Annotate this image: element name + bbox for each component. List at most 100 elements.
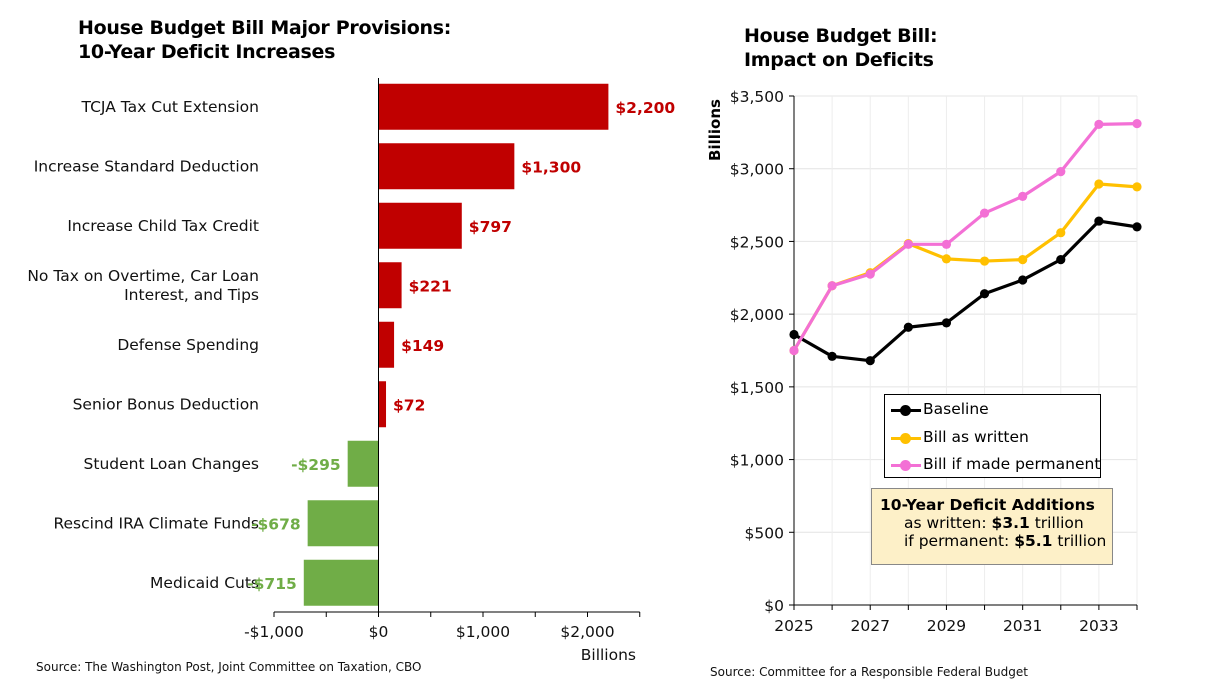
line-chart-source: Source: Committee for a Responsible Fede…: [710, 665, 1028, 679]
bar-chart: -$1,000 $0 $1,000 $2,000 Billions TCJA Tax Cu…: [27, 78, 675, 664]
y-tick-label: $3,000: [730, 161, 784, 179]
series-line-baseline: [793, 219, 1138, 363]
bar-student-loan-changes: [347, 440, 379, 487]
x-tick-label: $1,000: [456, 623, 510, 641]
x-axis-title: Billions: [581, 646, 636, 664]
legend-label-baseline: Baseline: [923, 400, 989, 418]
data-point-baseline: [1094, 216, 1104, 226]
line-chart: $0 $500 $1,000 $1,500 $2,000 $2,500 $3,000 $3,5…: [706, 88, 1142, 635]
x-tick-label: -$1,000: [244, 623, 304, 641]
x-tick-label: 2031: [1003, 617, 1042, 635]
value-label-tcja-tax-cut-extension: $2,200: [615, 99, 675, 117]
note-as-written-suffix: trillion: [1029, 514, 1084, 532]
legend-label-bill-as-written: Bill as written: [923, 428, 1029, 446]
data-point-bill-as-written: [1094, 179, 1104, 189]
data-point-bill-as-written: [1056, 228, 1066, 238]
category-label-senior-bonus-deduction: Senior Bonus Deduction: [73, 395, 259, 413]
data-point-bill-if-made-permanent: [941, 239, 952, 249]
note-if-permanent-value: $5.1: [1014, 532, 1053, 550]
bar-medicaid-cuts: [303, 559, 379, 606]
category-label-defense-spending: Defense Spending: [117, 336, 259, 354]
legend-marker-baseline: [900, 405, 911, 416]
value-label-medicaid-cuts: -$715: [247, 575, 297, 593]
bar-no-tax-on-overtime-car-loan-interest-and-tips: [378, 262, 402, 309]
y-tick-label: $1,500: [730, 379, 784, 397]
note-if-permanent: if permanent: $5.1 trillion: [904, 532, 1106, 550]
legend-item-bill-if-permanent: Bill if made permanent: [885, 453, 1100, 477]
category-label-no-tax-on-overtime-car-loan-interest-and-tips: No Tax on Overtime, Car Loan: [27, 267, 259, 285]
value-label-no-tax-on-overtime-car-loan-interest-and-tips: $221: [409, 277, 452, 295]
y-tick-label: $500: [745, 524, 784, 542]
note-if-permanent-prefix: if permanent:: [904, 532, 1015, 550]
category-label-increase-child-tax-credit: Increase Child Tax Credit: [67, 217, 259, 235]
value-label-senior-bonus-deduction: $72: [393, 396, 425, 414]
value-label-increase-child-tax-credit: $797: [469, 218, 512, 236]
data-point-bill-as-written: [941, 254, 952, 264]
data-point-bill-as-written: [1018, 255, 1028, 265]
bar-tcja-tax-cut-extension: [378, 83, 609, 130]
line-chart-title: House Budget Bill: Impact on Deficits: [744, 24, 938, 72]
series-line-bill-as-written: [792, 182, 1138, 352]
y-axis-title: Billions: [706, 99, 724, 161]
bar-increase-child-tax-credit: [378, 202, 462, 249]
note-heading: 10-Year Deficit Additions: [880, 496, 1095, 514]
data-point-baseline: [789, 329, 799, 340]
note-as-written: as written: $3.1 trillion: [904, 514, 1084, 532]
bar-chart-title: House Budget Bill Major Provisions: 10-Y…: [78, 16, 451, 64]
data-point-bill-if-made-permanent: [903, 239, 913, 249]
note-if-permanent-suffix: trillion: [1052, 532, 1107, 550]
bar-rescind-ira-climate-funds: [307, 500, 379, 547]
line-chart-legend: Baseline Bill as written Bill if made pe…: [884, 394, 1101, 478]
x-tick-label: 2033: [1079, 617, 1118, 635]
value-label-increase-standard-deduction: $1,300: [521, 158, 581, 176]
data-point-bill-if-made-permanent: [1056, 167, 1066, 177]
data-point-bill-if-made-permanent: [789, 345, 799, 356]
note-as-written-prefix: as written:: [904, 514, 992, 532]
y-tick-label: $0: [764, 597, 784, 615]
bar-chart-title-line1: House Budget Bill Major Provisions:: [78, 17, 452, 39]
data-point-bill-if-made-permanent: [827, 281, 837, 291]
x-tick-label: 2025: [774, 617, 813, 635]
category-label-no-tax-on-overtime-car-loan-interest-and-tips: Interest, and Tips: [124, 286, 259, 304]
value-label-student-loan-changes: -$295: [291, 456, 341, 474]
data-point-baseline: [941, 318, 952, 328]
category-label-tcja-tax-cut-extension: TCJA Tax Cut Extension: [81, 98, 259, 116]
data-point-bill-as-written: [979, 256, 990, 266]
x-tick-label: 2029: [927, 617, 966, 635]
data-point-bill-if-made-permanent: [1132, 119, 1142, 129]
data-point-bill-as-written: [1132, 182, 1142, 192]
data-point-bill-if-made-permanent: [1018, 191, 1028, 201]
bar-senior-bonus-deduction: [378, 381, 387, 428]
data-point-baseline: [1018, 275, 1028, 285]
bar-increase-standard-deduction: [378, 143, 515, 190]
bar-chart-title-line2: 10-Year Deficit Increases: [78, 41, 336, 63]
category-label-rescind-ira-climate-funds: Rescind IRA Climate Funds: [53, 514, 259, 532]
data-point-baseline: [1132, 222, 1142, 232]
x-tick-label: $0: [369, 623, 389, 641]
x-tick-label: $2,000: [560, 623, 614, 641]
data-point-baseline: [979, 289, 990, 299]
legend-item-bill-as-written: Bill as written: [885, 426, 1100, 450]
data-point-baseline: [865, 356, 875, 366]
data-point-bill-if-made-permanent: [1094, 119, 1104, 129]
line-chart-title-line2: Impact on Deficits: [744, 49, 934, 71]
value-label-rescind-ira-climate-funds: -$678: [251, 515, 301, 533]
category-label-medicaid-cuts: Medicaid Cuts: [150, 574, 259, 592]
legend-marker-bill-if-permanent: [900, 460, 911, 471]
data-point-bill-if-made-permanent: [979, 208, 990, 218]
y-tick-label: $2,000: [730, 306, 784, 324]
legend-label-bill-if-permanent: Bill if made permanent: [923, 455, 1101, 473]
category-label-student-loan-changes: Student Loan Changes: [84, 455, 259, 473]
value-label-defense-spending: $149: [401, 337, 444, 355]
data-point-bill-if-made-permanent: [865, 269, 875, 279]
bar-defense-spending: [378, 321, 395, 368]
y-tick-label: $1,000: [730, 452, 784, 470]
series-line-bill-if-made-permanent: [792, 122, 1138, 352]
data-point-baseline: [827, 351, 837, 361]
note-as-written-value: $3.1: [991, 514, 1030, 532]
data-point-baseline: [1056, 255, 1066, 265]
line-chart-title-line1: House Budget Bill:: [744, 25, 938, 47]
y-tick-label: $2,500: [730, 233, 784, 251]
data-point-baseline: [903, 322, 913, 332]
